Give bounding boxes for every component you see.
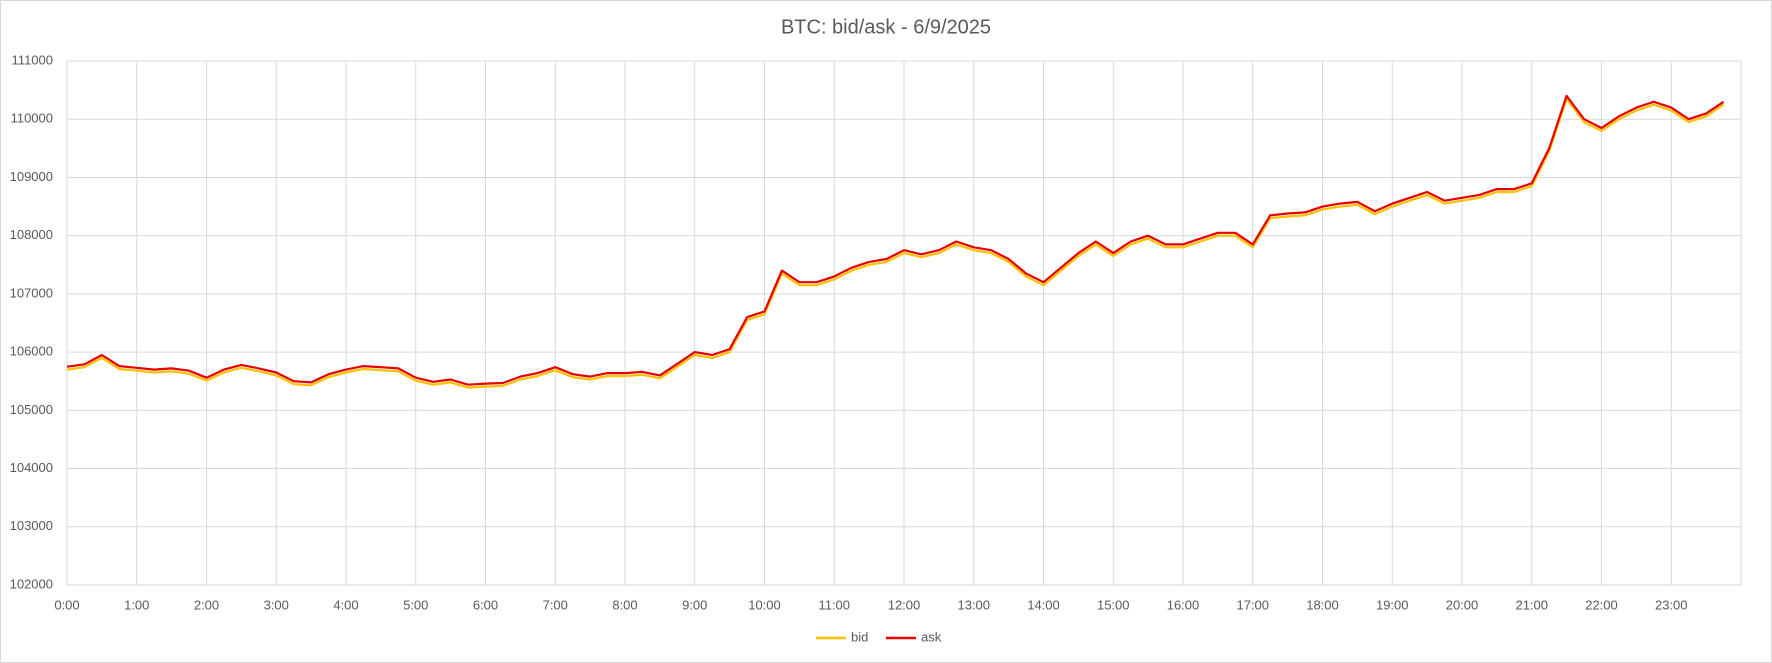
x-tick-label: 8:00 bbox=[612, 597, 637, 612]
x-tick-label: 13:00 bbox=[957, 597, 990, 612]
x-tick-label: 9:00 bbox=[682, 597, 707, 612]
x-tick-label: 18:00 bbox=[1306, 597, 1339, 612]
x-tick-label: 10:00 bbox=[748, 597, 781, 612]
x-tick-label: 7:00 bbox=[543, 597, 568, 612]
x-tick-label: 21:00 bbox=[1515, 597, 1548, 612]
y-tick-label: 111000 bbox=[12, 52, 53, 67]
x-tick-label: 17:00 bbox=[1236, 597, 1269, 612]
y-tick-label: 104000 bbox=[10, 460, 53, 475]
chart-title: BTC: bid/ask - 6/9/2025 bbox=[781, 16, 991, 38]
y-tick-label: 110000 bbox=[11, 111, 53, 126]
y-tick-label: 106000 bbox=[10, 344, 53, 359]
series-line bbox=[66, 97, 1725, 389]
x-tick-label: 14:00 bbox=[1027, 597, 1060, 612]
x-tick-label: 6:00 bbox=[473, 597, 498, 612]
x-tick-label: 15:00 bbox=[1097, 597, 1130, 612]
x-tick-label: 12:00 bbox=[888, 597, 921, 612]
y-tick-label: 108000 bbox=[10, 227, 53, 242]
x-tick-label: 3:00 bbox=[264, 597, 289, 612]
y-tick-label: 105000 bbox=[10, 402, 53, 417]
x-tick-label: 5:00 bbox=[403, 597, 428, 612]
legend-label: bid bbox=[851, 629, 868, 644]
y-tick-label: 102000 bbox=[10, 576, 53, 591]
x-tick-label: 11:00 bbox=[818, 597, 850, 612]
x-tick-label: 19:00 bbox=[1376, 597, 1409, 612]
x-tick-label: 23:00 bbox=[1655, 597, 1688, 612]
y-tick-label: 103000 bbox=[10, 518, 53, 533]
x-tick-label: 1:00 bbox=[124, 597, 149, 612]
x-tick-label: 20:00 bbox=[1446, 597, 1479, 612]
series-line bbox=[66, 94, 1725, 386]
x-tick-label: 22:00 bbox=[1585, 597, 1618, 612]
x-tick-label: 4:00 bbox=[333, 597, 358, 612]
x-tick-label: 2:00 bbox=[194, 597, 219, 612]
x-tick-label: 0:00 bbox=[54, 597, 79, 612]
legend-label: ask bbox=[921, 629, 942, 644]
y-tick-label: 109000 bbox=[10, 169, 53, 184]
x-tick-label: 16:00 bbox=[1167, 597, 1200, 612]
y-tick-label: 107000 bbox=[10, 285, 53, 300]
